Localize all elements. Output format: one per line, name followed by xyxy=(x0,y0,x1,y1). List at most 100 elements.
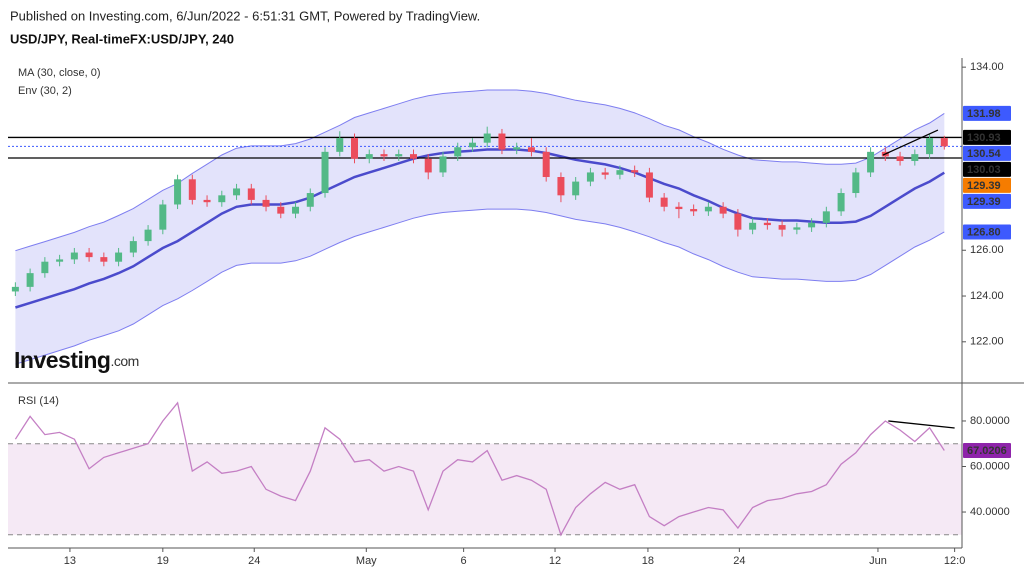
y-tick-label: 80.0000 xyxy=(970,415,1010,427)
candle-body xyxy=(439,156,447,173)
candle-body xyxy=(645,172,653,198)
candle-body xyxy=(159,204,167,230)
candle-body xyxy=(837,193,845,212)
symbol-title: USD/JPY, Real-timeFX:USD/JPY, 240 xyxy=(10,31,234,46)
candle-body xyxy=(218,195,226,203)
candle-body xyxy=(247,188,255,200)
price-tag-label: 129.39 xyxy=(967,180,1001,192)
candle-body xyxy=(129,241,137,253)
rsi-line xyxy=(14,401,945,537)
x-tick-label: 6 xyxy=(461,555,467,567)
envelope-upper xyxy=(15,89,945,252)
candle-body xyxy=(11,286,19,292)
candle-body xyxy=(557,177,565,196)
candle-body xyxy=(911,154,919,161)
candle-body xyxy=(365,154,373,159)
trendline xyxy=(882,129,939,156)
candle-body xyxy=(336,138,344,152)
candle-body xyxy=(351,138,359,159)
candle-body xyxy=(483,133,491,143)
candle-body xyxy=(896,156,904,161)
price-tag xyxy=(963,105,1011,121)
candle-body xyxy=(56,259,64,262)
ma-legend: MA (30, close, 0) xyxy=(18,67,101,79)
price-tag-label: 126.80 xyxy=(967,226,1001,238)
candle-body xyxy=(778,225,786,230)
candle-body xyxy=(660,197,668,207)
candle-body xyxy=(852,172,860,194)
candle-body xyxy=(808,222,816,228)
candle-body xyxy=(690,209,698,212)
plot-layer: 122.00 124.00 126.00 134.00 131.98 130.93 130.… xyxy=(8,61,1011,567)
candle-body xyxy=(292,206,300,214)
candle-body xyxy=(380,154,388,157)
candle-body xyxy=(321,151,329,194)
price-tag-label: 131.98 xyxy=(967,108,1001,120)
logo-word: Investing xyxy=(14,347,110,373)
candle-body xyxy=(188,179,196,200)
candle-body xyxy=(26,273,34,287)
candle-body xyxy=(115,252,123,262)
x-tick-label: 12 xyxy=(549,555,561,567)
candle-body xyxy=(70,252,78,260)
candle-body xyxy=(100,257,108,262)
candle-body xyxy=(940,138,948,147)
candle-body xyxy=(822,211,830,223)
price-tag xyxy=(963,224,1011,240)
y-tick-label: 40.0000 xyxy=(970,506,1010,518)
x-tick-label: May xyxy=(356,555,377,567)
x-tick-label: 19 xyxy=(157,555,169,567)
candle-body xyxy=(454,147,462,157)
ma-line xyxy=(15,148,945,309)
logo-suffix: .com xyxy=(110,353,138,369)
candle-body xyxy=(704,206,712,212)
candle-body xyxy=(41,261,49,274)
candle-body xyxy=(424,158,432,173)
candle-body xyxy=(468,142,476,148)
candle-body xyxy=(675,206,683,210)
price-tag-label: 130.54 xyxy=(967,148,1002,160)
y-tick-label: 60.0000 xyxy=(970,460,1010,472)
candle-body xyxy=(749,222,757,230)
y-tick-label: 122.00 xyxy=(970,336,1004,348)
candle-body xyxy=(85,252,93,258)
candle-body xyxy=(277,206,285,214)
price-tag xyxy=(963,177,1011,193)
candle-body xyxy=(395,154,403,157)
candle-body xyxy=(572,181,580,196)
candle-body xyxy=(719,206,727,214)
candle-body xyxy=(498,133,506,150)
y-tick-label: 124.00 xyxy=(970,290,1004,302)
candle-body xyxy=(926,138,934,155)
price-tag xyxy=(963,193,1011,209)
x-tick-label: 18 xyxy=(642,555,654,567)
logo: Investing.com xyxy=(14,347,139,373)
price-tag-label: 67.0206 xyxy=(967,445,1007,457)
rsi-legend: RSI (14) xyxy=(18,395,59,407)
candle-body xyxy=(306,193,314,207)
price-tag-label: 130.93 xyxy=(967,132,1001,144)
candle-body xyxy=(174,179,182,205)
price-tag-label: 130.03 xyxy=(967,164,1001,176)
candle-body xyxy=(144,229,152,242)
published-note: Published on Investing.com, 6/Jun/2022 -… xyxy=(10,8,480,23)
envelope-lower xyxy=(15,208,945,365)
candle-body xyxy=(631,170,639,173)
price-tag-label: 129.39 xyxy=(967,196,1001,208)
price-tag xyxy=(963,145,1011,161)
x-tick-label: 24 xyxy=(248,555,260,567)
candle-body xyxy=(867,151,875,173)
candle-body xyxy=(793,227,801,230)
price-tag xyxy=(963,161,1011,177)
rsi-band-fill xyxy=(8,443,962,535)
candle-body xyxy=(586,172,594,182)
candle-body xyxy=(262,199,270,207)
candle-body xyxy=(616,170,624,175)
candle-body xyxy=(601,172,609,175)
price-tag xyxy=(963,443,1011,459)
y-tick-label: 126.00 xyxy=(970,244,1004,256)
x-tick-label: Jun xyxy=(869,555,887,567)
candle-body xyxy=(203,199,211,203)
x-tick-label: 24 xyxy=(733,555,745,567)
